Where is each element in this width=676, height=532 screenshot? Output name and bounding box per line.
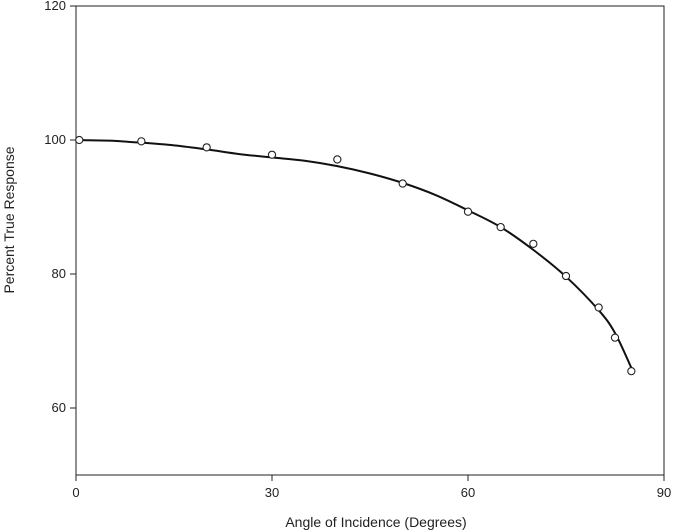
data-point bbox=[398, 179, 407, 188]
fit-curve bbox=[75, 139, 633, 369]
y-tick-label: 120 bbox=[44, 0, 66, 13]
data-point bbox=[610, 333, 620, 342]
data-point bbox=[137, 137, 146, 146]
data-point bbox=[75, 135, 84, 145]
x-tick-label: 90 bbox=[657, 485, 671, 500]
y-tick-label: 80 bbox=[52, 266, 66, 281]
data-point bbox=[561, 271, 571, 281]
data-point bbox=[267, 150, 277, 159]
x-axis: 0 30 60 90 bbox=[72, 475, 671, 500]
y-tick-label: 100 bbox=[44, 132, 66, 147]
data-point bbox=[202, 143, 211, 152]
y-axis-title: Percent True Response bbox=[1, 146, 17, 293]
data-point bbox=[463, 207, 473, 216]
data-points bbox=[75, 135, 636, 376]
data-point bbox=[333, 155, 342, 164]
x-axis-title: Angle of Incidence (Degrees) bbox=[285, 514, 466, 530]
y-tick-label: 60 bbox=[52, 400, 66, 415]
plot-frame bbox=[75, 5, 665, 476]
data-point bbox=[529, 239, 538, 248]
y-axis: 60 80 100 120 bbox=[44, 0, 76, 415]
data-point bbox=[594, 303, 603, 312]
data-point bbox=[627, 366, 636, 376]
x-tick-label: 0 bbox=[72, 485, 79, 500]
data-point bbox=[496, 222, 505, 232]
x-tick-label: 30 bbox=[265, 485, 279, 500]
x-tick-label: 60 bbox=[461, 485, 475, 500]
